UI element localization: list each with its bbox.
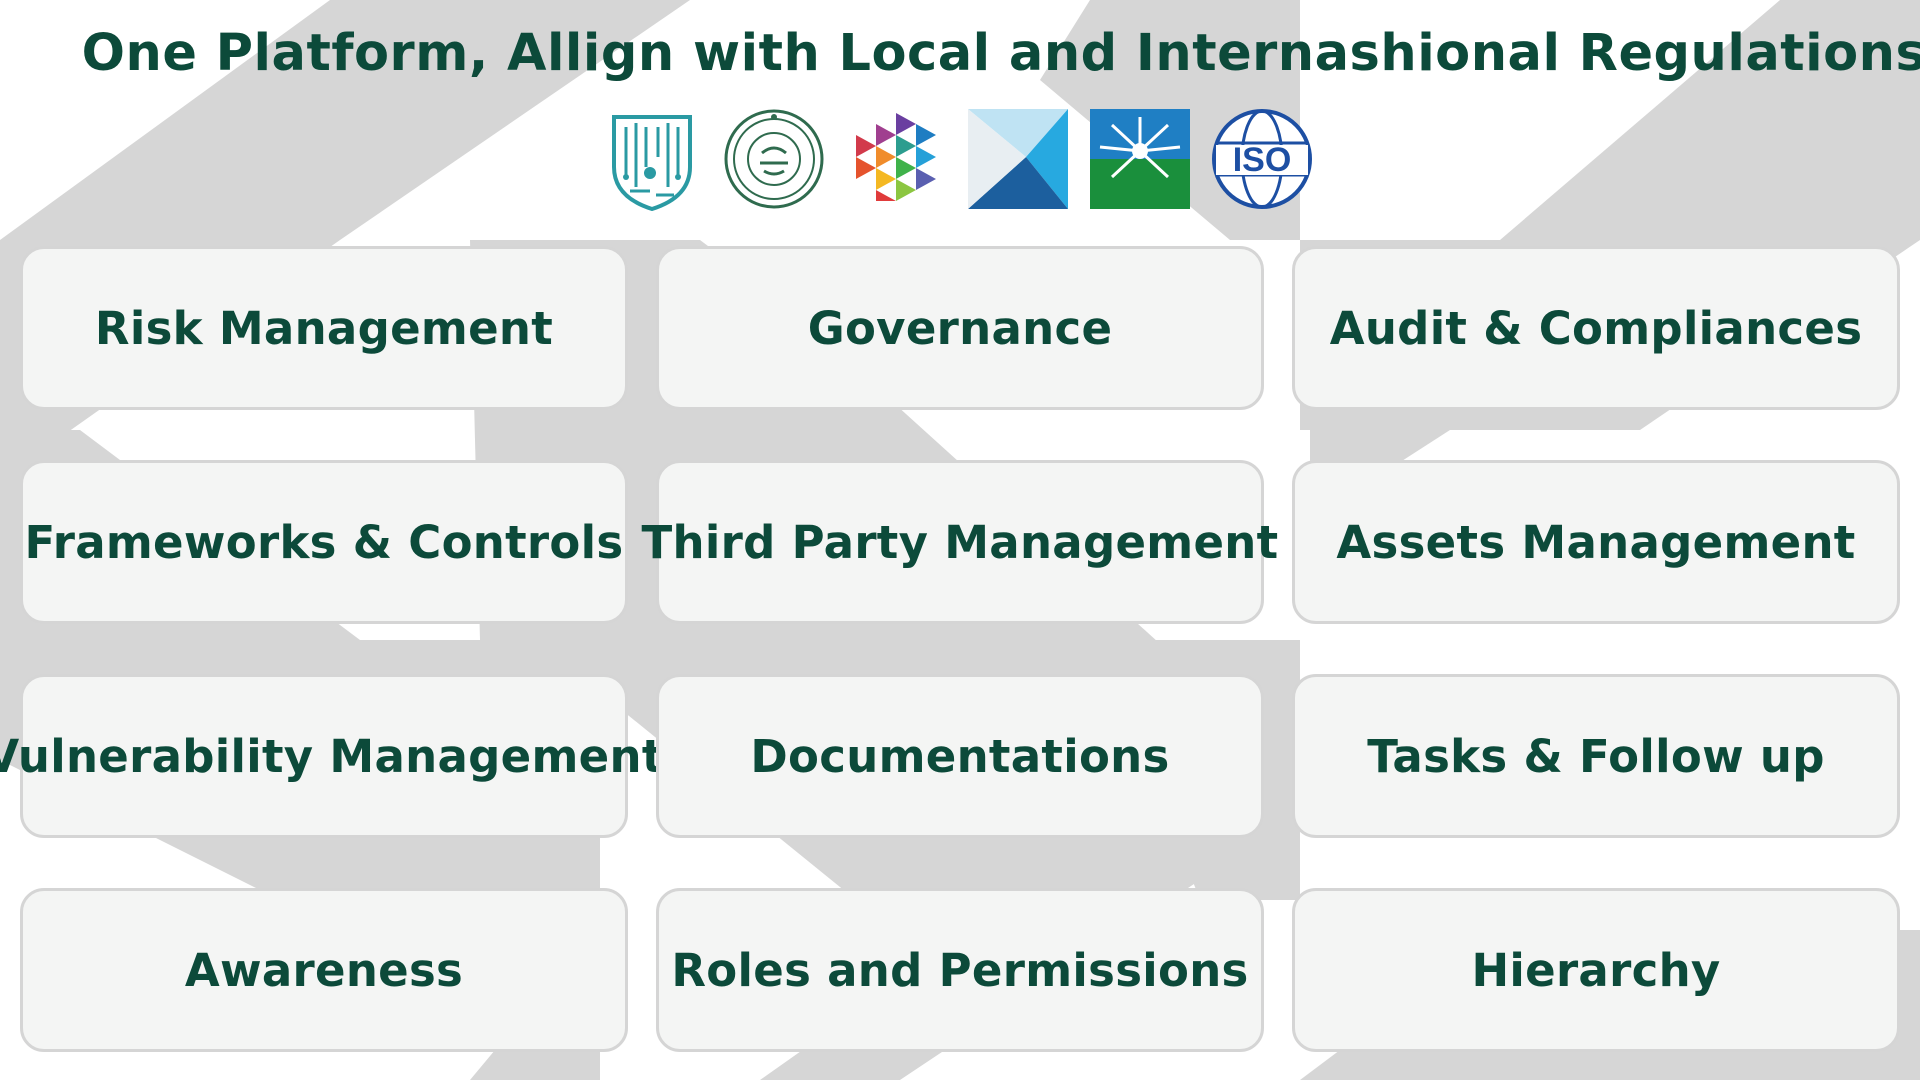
aramco-star-logo-icon — [1088, 107, 1192, 211]
module-card-frameworks-controls[interactable]: Frameworks & Controls — [20, 460, 628, 624]
svg-text:ISO: ISO — [1233, 141, 1292, 179]
module-card-risk-management[interactable]: Risk Management — [20, 246, 628, 410]
module-card-vulnerability-management[interactable]: Vulnerability Management — [0, 674, 663, 838]
nca-logo-icon — [600, 107, 704, 211]
module-card-third-party-management[interactable]: Third Party Management — [642, 460, 1278, 624]
module-card-awareness[interactable]: Awareness — [20, 888, 628, 1052]
module-card-audit-compliances[interactable]: Audit & Compliances — [1292, 246, 1900, 410]
module-card-label: Frameworks & Controls — [24, 515, 624, 569]
module-card-label: Tasks & Follow up — [1367, 729, 1825, 783]
module-card-label: Third Party Management — [641, 515, 1279, 569]
sama-seal-icon — [722, 107, 826, 211]
module-card-tasks-follow-up[interactable]: Tasks & Follow up — [1292, 674, 1900, 838]
module-card-label: Risk Management — [94, 301, 554, 355]
regulator-logos: ISO — [600, 104, 1314, 214]
module-card-label: Roles and Permissions — [671, 943, 1249, 997]
module-card-governance[interactable]: Governance — [656, 246, 1264, 410]
module-card-label: Documentations — [750, 729, 1170, 783]
module-card-label: Assets Management — [1336, 515, 1856, 569]
module-card-label: Audit & Compliances — [1329, 301, 1863, 355]
module-card-roles-permissions[interactable]: Roles and Permissions — [656, 888, 1264, 1052]
module-card-documentations[interactable]: Documentations — [656, 674, 1264, 838]
iso-globe-logo-icon: ISO — [1210, 107, 1314, 211]
module-card-label: Vulnerability Management — [0, 729, 664, 783]
module-card-label: Governance — [807, 301, 1113, 355]
hexagon-mosaic-logo-icon — [844, 107, 948, 211]
module-card-hierarchy[interactable]: Hierarchy — [1292, 888, 1900, 1052]
module-card-assets-management[interactable]: Assets Management — [1292, 460, 1900, 624]
page-title: One Platform, Allign with Local and Inte… — [81, 24, 1920, 83]
blue-triangles-logo-icon — [966, 107, 1070, 211]
module-card-label: Hierarchy — [1471, 943, 1721, 997]
module-card-label: Awareness — [184, 943, 464, 997]
